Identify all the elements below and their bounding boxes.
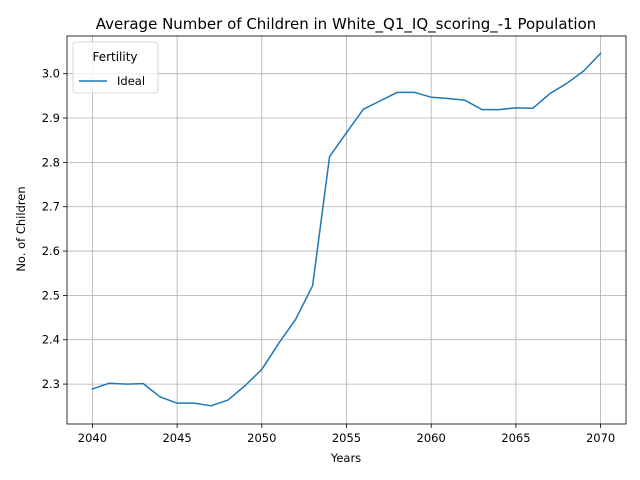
x-axis: 2040 2045 2050 2055 2060 2065 2070 (78, 424, 615, 445)
x-tick-label: 2045 (162, 431, 191, 445)
y-axis-label: No. of Children (14, 186, 28, 271)
gridlines (67, 36, 626, 424)
y-tick-label: 2.3 (42, 377, 60, 391)
y-tick-label: 2.9 (42, 111, 60, 125)
legend-title: Fertility (92, 50, 137, 64)
series-line-ideal (91, 52, 602, 407)
y-tick-label: 2.6 (42, 244, 60, 258)
y-tick-label: 3.0 (42, 67, 60, 81)
y-tick-label: 2.4 (42, 333, 60, 347)
legend: Fertility Ideal (72, 41, 159, 94)
y-axis: 2.3 2.4 2.5 2.6 2.7 2.8 2.9 3.0 (42, 67, 67, 391)
x-tick-label: 2070 (586, 431, 615, 445)
y-tick-label: 2.5 (42, 288, 60, 302)
series-layer (91, 52, 602, 407)
chart-title: Average Number of Children in White_Q1_I… (96, 15, 597, 34)
y-tick-label: 2.7 (42, 200, 60, 214)
x-tick-label: 2060 (417, 431, 446, 445)
x-tick-label: 2050 (247, 431, 276, 445)
y-tick-label: 2.8 (42, 155, 60, 169)
legend-entry-ideal: Ideal (117, 74, 145, 88)
x-tick-label: 2065 (501, 431, 530, 445)
x-tick-label: 2040 (78, 431, 107, 445)
x-axis-label: Years (330, 451, 361, 465)
x-tick-label: 2055 (332, 431, 361, 445)
